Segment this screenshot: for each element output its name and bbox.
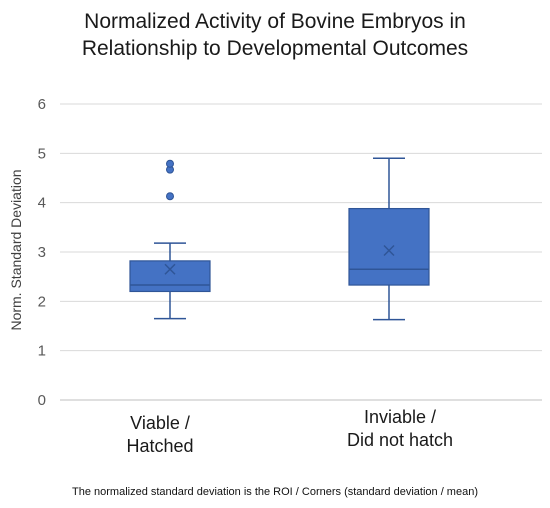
x-category-inviable-line-2: Did not hatch xyxy=(346,430,454,450)
box-iqr xyxy=(348,207,430,286)
chart-title-line-1: Normalized Activity of Bovine Embryos in xyxy=(84,10,466,33)
y-tick-label: 6 xyxy=(38,96,46,113)
y-tick-label: 1 xyxy=(38,343,46,360)
outlier-point xyxy=(166,192,174,201)
y-tick-label: 5 xyxy=(38,145,46,162)
box-iqr xyxy=(129,260,211,293)
x-category-viable-line-2: Hatched xyxy=(126,436,194,456)
x-category-viable: Viable / Hatched xyxy=(85,412,235,458)
y-tick-label: 4 xyxy=(38,195,46,212)
y-tick-label: 0 xyxy=(38,392,46,409)
chart-title-line-2: Relationship to Developmental Outcomes xyxy=(81,37,469,60)
x-category-inviable-line-1: Inviable / xyxy=(363,407,437,427)
y-axis-label: Norm. Standard Deviation xyxy=(8,169,24,331)
y-tick-label: 2 xyxy=(38,293,46,310)
y-tick-label: 3 xyxy=(38,244,46,261)
mean-marker xyxy=(164,263,176,275)
x-category-inviable: Inviable / Did not hatch xyxy=(320,406,480,452)
mean-marker xyxy=(383,244,395,257)
footnote: The normalized standard deviation is the… xyxy=(72,486,478,498)
outlier-point xyxy=(166,159,174,168)
x-category-viable-line-1: Viable / xyxy=(130,413,190,433)
